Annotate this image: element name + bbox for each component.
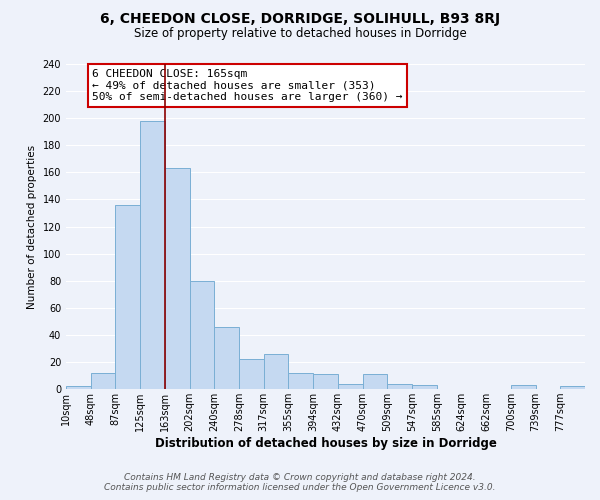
Text: 6 CHEEDON CLOSE: 165sqm
← 49% of detached houses are smaller (353)
50% of semi-d: 6 CHEEDON CLOSE: 165sqm ← 49% of detache… [92, 69, 403, 102]
Text: Contains HM Land Registry data © Crown copyright and database right 2024.
Contai: Contains HM Land Registry data © Crown c… [104, 473, 496, 492]
Bar [560, 386, 585, 389]
Text: Size of property relative to detached houses in Dorridge: Size of property relative to detached ho… [134, 28, 466, 40]
X-axis label: Distribution of detached houses by size in Dorridge: Distribution of detached houses by size … [155, 437, 496, 450]
Bar [313, 374, 338, 389]
Bar [412, 385, 437, 389]
Bar [115, 205, 140, 389]
Bar [140, 121, 165, 389]
Bar [165, 168, 190, 389]
Bar [511, 385, 536, 389]
Bar [362, 374, 388, 389]
Y-axis label: Number of detached properties: Number of detached properties [27, 144, 37, 308]
Bar [338, 384, 362, 389]
Text: 6, CHEEDON CLOSE, DORRIDGE, SOLIHULL, B93 8RJ: 6, CHEEDON CLOSE, DORRIDGE, SOLIHULL, B9… [100, 12, 500, 26]
Bar [289, 373, 313, 389]
Bar [190, 281, 214, 389]
Bar [239, 360, 264, 389]
Bar [66, 386, 91, 389]
Bar [264, 354, 289, 389]
Bar [214, 327, 239, 389]
Bar [388, 384, 412, 389]
Bar [91, 373, 115, 389]
